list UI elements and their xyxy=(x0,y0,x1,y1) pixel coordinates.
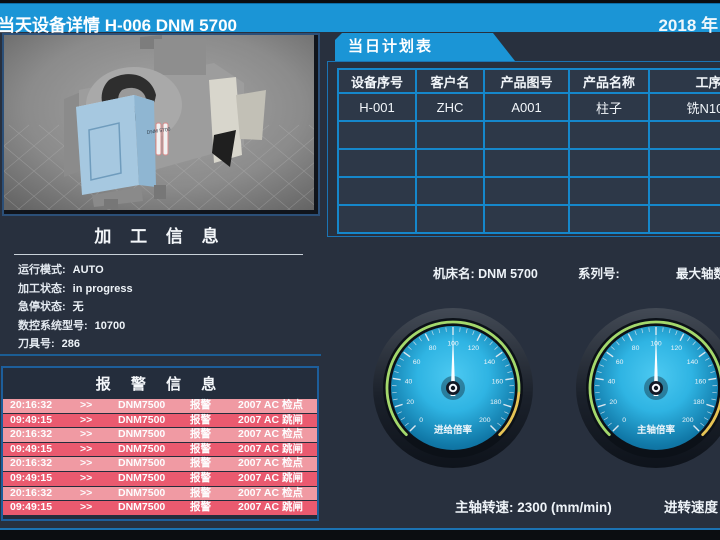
table-cell xyxy=(339,122,415,148)
max-axes-label: 最大轴数 xyxy=(676,267,720,281)
svg-text:200: 200 xyxy=(682,417,694,424)
top-black-bar xyxy=(0,0,720,3)
table-header-cell: 客户名 xyxy=(417,70,483,92)
table-cell xyxy=(339,178,415,204)
header-bar: 当天设备详情 H-006 DNM 5700 2018 年 xyxy=(0,3,720,35)
svg-text:进给倍率: 进给倍率 xyxy=(434,424,473,436)
field-tool-number: 刀具号: 286 xyxy=(18,338,81,350)
svg-text:180: 180 xyxy=(693,399,705,406)
table-cell: A001 xyxy=(485,94,568,120)
svg-text:160: 160 xyxy=(492,378,504,385)
alarm-row: 09:49:15 >> DNM7500 报警 2007 AC 跳闸 xyxy=(3,501,317,515)
svg-text:160: 160 xyxy=(695,378,707,385)
table-cell: ZHC xyxy=(417,94,483,120)
table-cell xyxy=(485,150,568,176)
alarm-row: 09:49:15 >> DNM7500 报警 2007 AC 跳闸 xyxy=(3,471,317,486)
svg-text:60: 60 xyxy=(413,359,421,366)
table-cell: 铣N100 xyxy=(650,94,720,120)
svg-text:40: 40 xyxy=(608,378,616,385)
bottom-blue-line xyxy=(0,528,720,530)
alarm-row-list: 20:16:32 >> DNM7500 报警 2007 AC 检点 09:49:15 >> D… xyxy=(3,399,317,515)
field-cnc-model: 数控系统型号: 10700 xyxy=(18,319,126,332)
svg-text:200: 200 xyxy=(479,417,491,424)
spindle-override-gauge: 020406080100120140160180200主轴倍率 xyxy=(576,308,720,468)
table-cell xyxy=(570,206,648,232)
svg-text:80: 80 xyxy=(632,345,640,352)
alarm-row: 09:49:15 >> DNM7500 报警 2007 AC 跳闸 xyxy=(3,442,317,457)
svg-text:120: 120 xyxy=(468,345,480,352)
alarm-row: 20:16:32 >> DNM7500 报警 2007 AC 检点 xyxy=(3,457,317,471)
table-cell xyxy=(485,178,568,204)
table-cell xyxy=(339,150,415,176)
svg-text:0: 0 xyxy=(419,417,423,424)
svg-text:120: 120 xyxy=(671,345,683,352)
table-cell xyxy=(417,206,483,232)
table-cell xyxy=(650,122,720,148)
svg-text:主轴倍率: 主轴倍率 xyxy=(637,424,676,436)
machine-image-panel: DNM 5700 xyxy=(2,33,320,216)
svg-text:60: 60 xyxy=(616,359,624,366)
svg-text:20: 20 xyxy=(406,399,414,406)
table-cell xyxy=(417,178,483,204)
spindle-speed-readout: 主轴转速: 2300 (mm/min) xyxy=(455,500,612,515)
table-cell xyxy=(570,150,648,176)
table-header-cell: 工序 xyxy=(650,70,720,92)
feed-override-gauge: 020406080100120140160180200进给倍率 xyxy=(373,308,533,468)
alarm-row: 20:16:32 >> DNM7500 报警 2007 AC 检点 xyxy=(3,486,317,501)
table-cell xyxy=(650,206,720,232)
serial-number-label: 系列号: xyxy=(578,267,620,281)
bottom-black-bar xyxy=(0,530,720,540)
svg-text:140: 140 xyxy=(484,359,496,366)
svg-text:40: 40 xyxy=(405,378,413,385)
processing-info-title: 加 工 信 息 xyxy=(94,227,226,246)
table-cell xyxy=(485,206,568,232)
tab-daily-plan[interactable]: 当日计划表 xyxy=(335,33,515,61)
table-cell xyxy=(485,122,568,148)
divider xyxy=(327,61,328,237)
alarm-panel-title: 报 警 信 息 xyxy=(95,376,225,393)
table-cell xyxy=(650,150,720,176)
table-cell xyxy=(417,122,483,148)
table-cell xyxy=(570,122,648,148)
table-cell: H-001 xyxy=(339,94,415,120)
table-cell: 柱子 xyxy=(570,94,648,120)
page-title: 当天设备详情 H-006 DNM 5700 xyxy=(0,16,238,35)
alarm-panel: 报 警 信 息 20:16:32 >> DNM7500 报警 2007 AC 检点 09:… xyxy=(1,366,319,521)
field-process-state: 加工状态: in progress xyxy=(18,282,133,295)
table-cell xyxy=(417,150,483,176)
feed-speed-label: 进转速度 xyxy=(664,500,718,515)
table-header-cell: 产品名称 xyxy=(570,70,648,92)
header-date: 2018 年 xyxy=(658,16,718,35)
alarm-row: 20:16:32 >> DNM7500 报警 2007 AC 检点 xyxy=(3,428,317,442)
machine-name-text: 机床名: DNM 5700 xyxy=(433,267,538,281)
machine-model-label: DNM 5700 xyxy=(146,127,171,136)
alarm-row: 20:16:32 >> DNM7500 报警 2007 AC 检点 xyxy=(3,399,317,413)
svg-text:180: 180 xyxy=(490,399,502,406)
field-run-mode: 运行模式: AUTO xyxy=(18,264,104,276)
divider xyxy=(327,61,720,62)
divider xyxy=(14,254,303,255)
table-cell xyxy=(339,206,415,232)
svg-text:80: 80 xyxy=(429,345,437,352)
field-estop-state: 急停状态: 无 xyxy=(18,301,84,313)
svg-text:140: 140 xyxy=(687,359,699,366)
svg-text:20: 20 xyxy=(609,399,617,406)
table-cell xyxy=(570,178,648,204)
alarm-row: 09:49:15 >> DNM7500 报警 2007 AC 跳闸 xyxy=(3,413,317,428)
table-header-cell: 设备序号 xyxy=(339,70,415,92)
svg-text:0: 0 xyxy=(622,417,626,424)
table-cell xyxy=(650,178,720,204)
machine-3d-render: DNM 5700 xyxy=(4,35,314,210)
table-header-cell: 产品图号 xyxy=(485,70,568,92)
divider xyxy=(327,236,720,237)
divider xyxy=(0,354,321,356)
processing-info-fields: 运行模式: AUTO 加工状态: in progress 急停状态: 无 数控系统型号… xyxy=(18,261,318,354)
